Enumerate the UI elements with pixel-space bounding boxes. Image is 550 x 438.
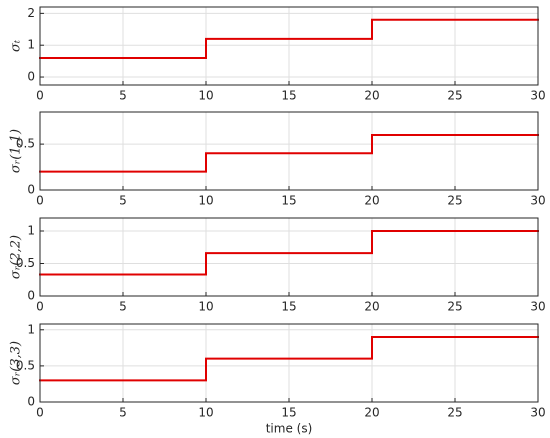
x-tick-label: 10 (198, 406, 213, 420)
x-tick-label: 10 (198, 300, 213, 314)
x-tick-label: 25 (447, 406, 462, 420)
y-tick-label: 0 (27, 289, 35, 303)
plot-frame (39, 6, 539, 86)
y-tick-label: 1 (27, 38, 35, 52)
plot-frame (39, 323, 539, 403)
plot-frame (39, 217, 539, 297)
x-tick-label: 5 (119, 194, 127, 208)
x-tick-label: 0 (36, 89, 44, 103)
y-axis-label: σᵣ(1,1) (9, 129, 24, 173)
x-tick-label: 5 (119, 89, 127, 103)
x-tick-label: 20 (364, 89, 379, 103)
x-axis-label: time (s) (266, 422, 313, 436)
x-tick-label: 10 (198, 89, 213, 103)
x-tick-label: 20 (364, 406, 379, 420)
x-tick-label: 30 (530, 300, 545, 314)
x-tick-label: 30 (530, 194, 545, 208)
x-tick-label: 15 (281, 406, 296, 420)
x-tick-label: 20 (364, 194, 379, 208)
x-tick-label: 25 (447, 300, 462, 314)
x-tick-label: 0 (36, 194, 44, 208)
x-tick-label: 5 (119, 300, 127, 314)
x-tick-label: 15 (281, 89, 296, 103)
x-tick-label: 10 (198, 194, 213, 208)
x-tick-label: 30 (530, 89, 545, 103)
y-tick-label: 0 (27, 70, 35, 84)
y-tick-label: 0 (27, 395, 35, 409)
x-tick-label: 15 (281, 300, 296, 314)
y-tick-label: 0.5 (16, 137, 35, 151)
y-tick-label: 1 (27, 322, 35, 336)
x-tick-label: 5 (119, 406, 127, 420)
y-tick-label: 0.5 (16, 256, 35, 270)
y-tick-label: 2 (27, 6, 35, 20)
x-tick-label: 25 (447, 89, 462, 103)
y-axis-label: σᵣ(2,2) (9, 235, 24, 279)
y-axis-label: σᵣ(3,3) (9, 341, 24, 385)
y-tick-label: 0 (27, 183, 35, 197)
x-tick-label: 25 (447, 194, 462, 208)
y-tick-label: 1 (27, 224, 35, 238)
plot-frame (39, 111, 539, 191)
x-tick-label: 15 (281, 194, 296, 208)
x-tick-label: 0 (36, 300, 44, 314)
x-tick-label: 0 (36, 406, 44, 420)
y-axis-label: σₜ (9, 39, 24, 52)
x-tick-label: 20 (364, 300, 379, 314)
y-tick-label: 0.5 (16, 358, 35, 372)
x-tick-label: 30 (530, 406, 545, 420)
